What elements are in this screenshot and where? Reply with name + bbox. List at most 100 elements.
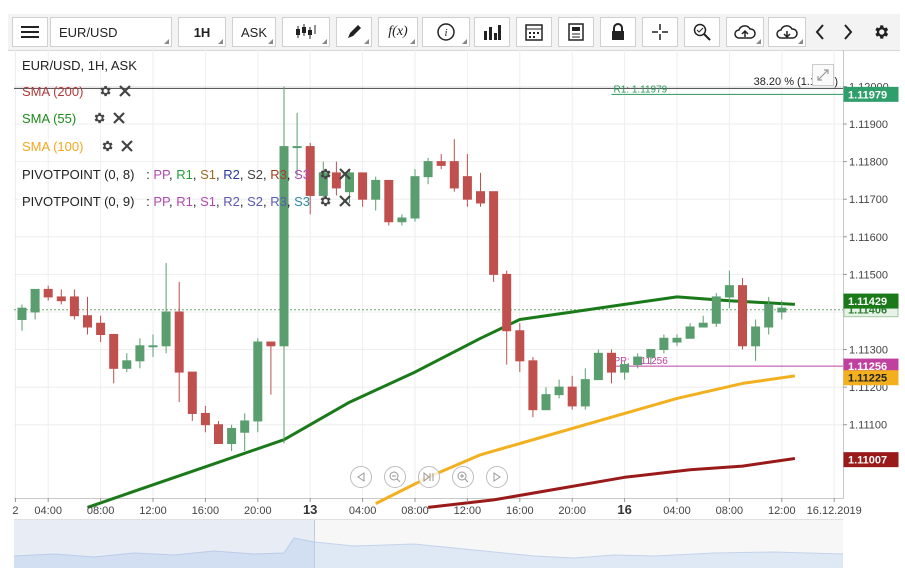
legend-pivot-2[interactable]: PIVOTPOINT (0, 9) : PP, R1, S1, R2, S2, …: [22, 194, 351, 212]
candle: [620, 360, 630, 380]
pivot-item-s3: S3: [294, 167, 310, 182]
x-tick-label: 12:00: [768, 505, 796, 517]
chart-navigation: [350, 466, 508, 488]
instrument-line: EUR/USD, 1H, ASK: [22, 58, 137, 76]
pivot-item-r1: R1: [176, 194, 193, 209]
navigator-window[interactable]: [14, 520, 315, 568]
candle: [698, 315, 708, 328]
scroll-right-button[interactable]: [834, 17, 862, 47]
candle: [659, 334, 669, 354]
candle-body: [279, 146, 289, 347]
zoom-button[interactable]: [684, 17, 720, 47]
candlestick-icon: [296, 24, 316, 39]
crosshair-button[interactable]: [642, 17, 678, 47]
pivot-separator: ,: [262, 194, 271, 209]
skip-icon: [423, 472, 434, 482]
gear-icon[interactable]: [100, 139, 114, 153]
gear-icon[interactable]: [98, 84, 112, 98]
candle: [502, 270, 512, 365]
candles: [17, 86, 787, 452]
sma55-label: SMA (55): [22, 111, 77, 126]
sma55-line: [87, 295, 795, 509]
pivot-item-s1: S1: [200, 194, 216, 209]
candle: [56, 289, 66, 305]
close-icon[interactable]: [338, 167, 352, 181]
sma55-badge-text: 1.11429: [848, 296, 887, 308]
candle-body: [227, 427, 237, 445]
lock-button[interactable]: [600, 17, 636, 47]
candle: [96, 315, 106, 343]
candle: [489, 191, 499, 282]
gear-icon[interactable]: [92, 111, 106, 125]
candle: [122, 353, 132, 373]
candle: [30, 288, 40, 320]
menu-button[interactable]: [12, 17, 48, 47]
pivot1-items: PP, R1, S1, R2, S2, R3, S3: [153, 167, 310, 182]
sma200-label: SMA (200): [22, 84, 84, 99]
candle-body: [751, 326, 761, 347]
pivot-separator: ,: [262, 167, 271, 182]
candle-body: [620, 364, 630, 373]
candle-body: [148, 345, 158, 348]
legend-pivot-1[interactable]: PIVOTPOINT (0, 8) : PP, R1, S1, R2, S2, …: [22, 167, 351, 185]
candle-body: [96, 322, 106, 336]
close-icon[interactable]: [112, 111, 126, 125]
info-icon: i: [437, 23, 455, 41]
candle-body: [30, 288, 40, 313]
close-icon[interactable]: [338, 194, 352, 208]
candle-body: [685, 326, 695, 339]
navigator-strip[interactable]: [14, 519, 843, 568]
calendar-icon: [525, 24, 543, 41]
lock-icon: [612, 23, 624, 40]
price-side-selector[interactable]: ASK: [232, 17, 276, 47]
candle-body: [777, 307, 787, 313]
dropdown-corner-icon: [268, 39, 273, 44]
legend-sma200[interactable]: SMA (200): [22, 84, 131, 102]
upload-button[interactable]: [726, 17, 764, 47]
scroll-left-button[interactable]: [806, 17, 834, 47]
dropdown-corner-icon: [218, 39, 223, 44]
pan-left-button[interactable]: [350, 466, 372, 488]
news-button[interactable]: [558, 17, 594, 47]
volume-button[interactable]: [474, 17, 510, 47]
x-tick-label: 12:00: [454, 505, 482, 517]
reset-button[interactable]: [418, 466, 440, 488]
zoom-out-button[interactable]: [384, 466, 406, 488]
candle: [83, 296, 92, 335]
pan-right-button[interactable]: [486, 466, 508, 488]
y-tick-label: 1.11500: [849, 269, 888, 281]
maximize-button[interactable]: [812, 64, 834, 86]
gear-icon[interactable]: [318, 167, 332, 181]
info-button[interactable]: i: [422, 17, 470, 47]
x-tick-label: 12:00: [139, 505, 167, 517]
calendar-button[interactable]: [516, 17, 552, 47]
draw-tool-button[interactable]: [336, 17, 372, 47]
timeframe-selector[interactable]: 1H: [178, 17, 226, 47]
legend-sma100[interactable]: SMA (100): [22, 139, 133, 157]
candle: [279, 86, 289, 444]
candle-body: [135, 345, 145, 362]
candle-body: [593, 352, 603, 381]
candle-body: [69, 296, 79, 317]
pp-badge-text: 1.11256: [848, 361, 887, 373]
indicators-button[interactable]: f(x): [378, 17, 418, 47]
candle: [384, 179, 394, 226]
candle-body: [607, 352, 616, 373]
dropdown-corner-icon: [462, 39, 467, 44]
candle: [397, 214, 407, 226]
settings-button[interactable]: [866, 17, 896, 47]
close-icon[interactable]: [120, 139, 134, 153]
zoom-in-button[interactable]: [452, 466, 474, 488]
candle-body: [109, 334, 119, 369]
candle-body: [672, 337, 682, 343]
gear-icon[interactable]: [318, 194, 332, 208]
candle: [371, 176, 381, 211]
symbol-selector[interactable]: EUR/USD: [50, 17, 172, 47]
candle: [174, 281, 184, 403]
chart-type-button[interactable]: [282, 17, 330, 47]
close-icon[interactable]: [118, 84, 132, 98]
download-button[interactable]: [768, 17, 806, 47]
candle-body: [449, 161, 459, 189]
legend-sma55[interactable]: SMA (55): [22, 111, 125, 129]
